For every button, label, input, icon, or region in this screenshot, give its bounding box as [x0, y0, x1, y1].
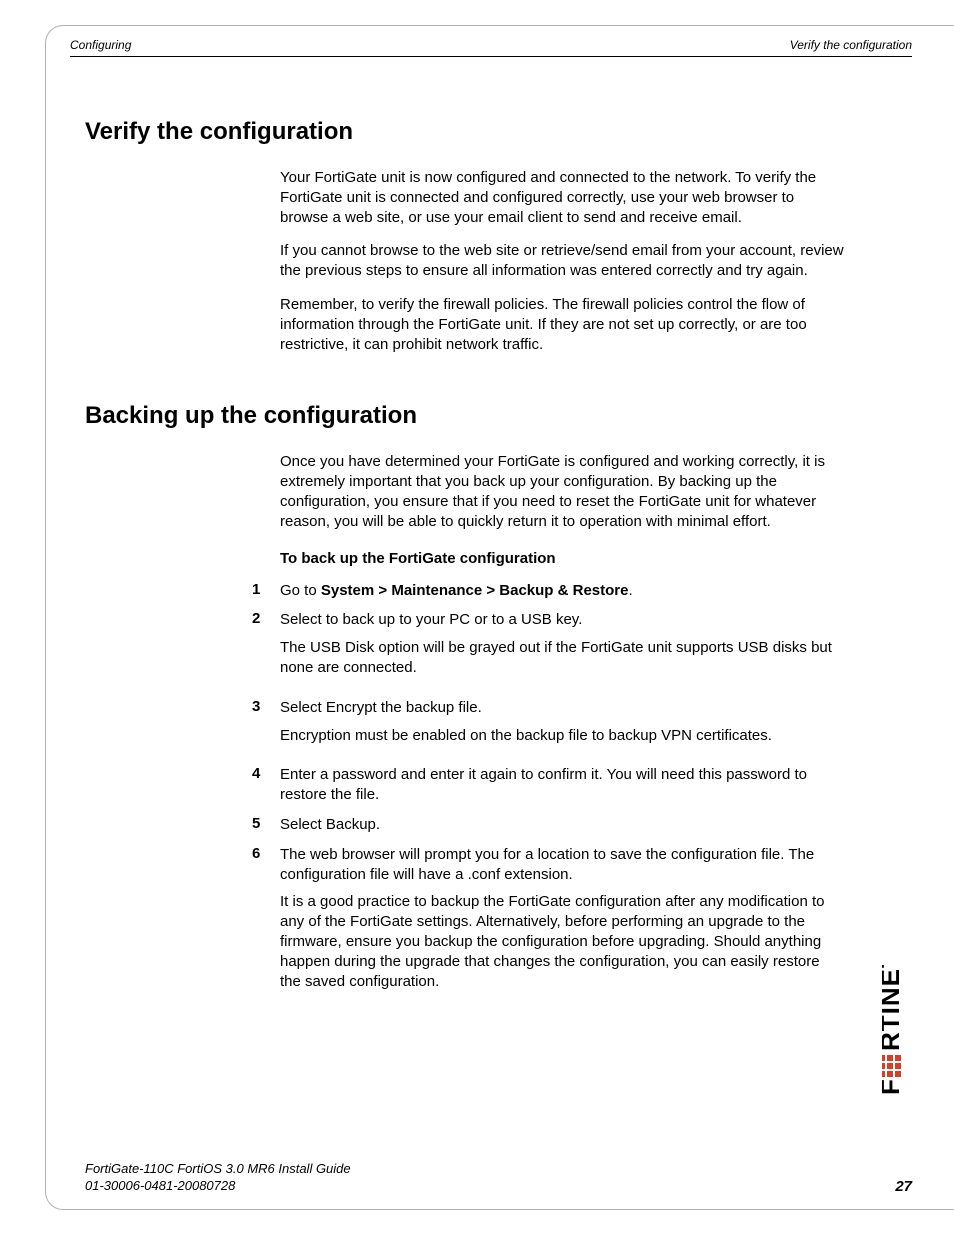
page: Configuring Verify the configuration Ver… — [0, 0, 954, 1235]
verify-p1: Your FortiGate unit is now configured an… — [280, 168, 844, 227]
step-1-post: . — [628, 582, 632, 599]
step-6: 6 The web browser will prompt you for a … — [280, 845, 844, 1002]
fortinet-logo-svg: F RTINET — [882, 965, 916, 1175]
step-body: Select Encrypt the backup file. Encrypti… — [280, 698, 844, 756]
step-4: 4 Enter a password and enter it again to… — [280, 765, 844, 805]
fortinet-logo: F RTINET — [882, 965, 916, 1175]
step-6-text: The web browser will prompt you for a lo… — [280, 845, 844, 885]
backup-body: Once you have determined your FortiGate … — [280, 452, 844, 1001]
step-1: 1 Go to System > Maintenance > Backup & … — [280, 581, 844, 601]
backup-steps: 1 Go to System > Maintenance > Backup & … — [280, 581, 844, 1002]
backup-intro: Once you have determined your FortiGate … — [280, 452, 844, 531]
verify-p3: Remember, to verify the firewall policie… — [280, 295, 844, 354]
step-num: 6 — [252, 845, 280, 1002]
step-body: The web browser will prompt you for a lo… — [280, 845, 844, 1002]
footer-page-number: 27 — [895, 1178, 912, 1195]
running-head-left: Configuring — [70, 38, 131, 52]
step-num: 1 — [252, 581, 280, 601]
footer-line2: 01-30006-0481-20080728 — [85, 1177, 351, 1195]
step-num: 5 — [252, 815, 280, 835]
step-body: Go to System > Maintenance > Backup & Re… — [280, 581, 844, 601]
step-2-note: The USB Disk option will be grayed out i… — [280, 638, 844, 678]
step-1-bold: System > Maintenance > Backup & Restore — [321, 582, 629, 599]
step-num: 4 — [252, 765, 280, 805]
step-1-pre: Go to — [280, 582, 321, 599]
verify-p2: If you cannot browse to the web site or … — [280, 241, 844, 281]
step-3-text: Select Encrypt the backup file. — [280, 698, 844, 718]
step-5: 5 Select Backup. — [280, 815, 844, 835]
footer-line1: FortiGate-110C FortiOS 3.0 MR6 Install G… — [85, 1160, 351, 1178]
step-body: Select to back up to your PC or to a USB… — [280, 610, 844, 687]
step-num: 2 — [252, 610, 280, 687]
footer-left: FortiGate-110C FortiOS 3.0 MR6 Install G… — [85, 1160, 351, 1195]
running-rule — [70, 56, 912, 57]
heading-backup: Backing up the configuration — [85, 402, 844, 430]
step-3-note: Encryption must be enabled on the backup… — [280, 726, 844, 746]
heading-verify: Verify the configuration — [85, 118, 844, 146]
backup-subhead: To back up the FortiGate configuration — [280, 550, 844, 567]
step-body: Enter a password and enter it again to c… — [280, 765, 844, 805]
step-num: 3 — [252, 698, 280, 756]
footer: FortiGate-110C FortiOS 3.0 MR6 Install G… — [85, 1160, 912, 1195]
step-6-note: It is a good practice to backup the Fort… — [280, 892, 844, 991]
step-2: 2 Select to back up to your PC or to a U… — [280, 610, 844, 687]
content-area: Verify the configuration Your FortiGate … — [85, 100, 844, 1011]
svg-text:F: F — [882, 1078, 905, 1095]
svg-text:RTINET: RTINET — [882, 965, 905, 1051]
step-body: Select Backup. — [280, 815, 844, 835]
step-2-text: Select to back up to your PC or to a USB… — [280, 610, 844, 630]
running-head-right: Verify the configuration — [790, 38, 912, 52]
verify-body: Your FortiGate unit is now configured an… — [280, 168, 844, 354]
step-3: 3 Select Encrypt the backup file. Encryp… — [280, 698, 844, 756]
running-head: Configuring Verify the configuration — [70, 38, 912, 52]
